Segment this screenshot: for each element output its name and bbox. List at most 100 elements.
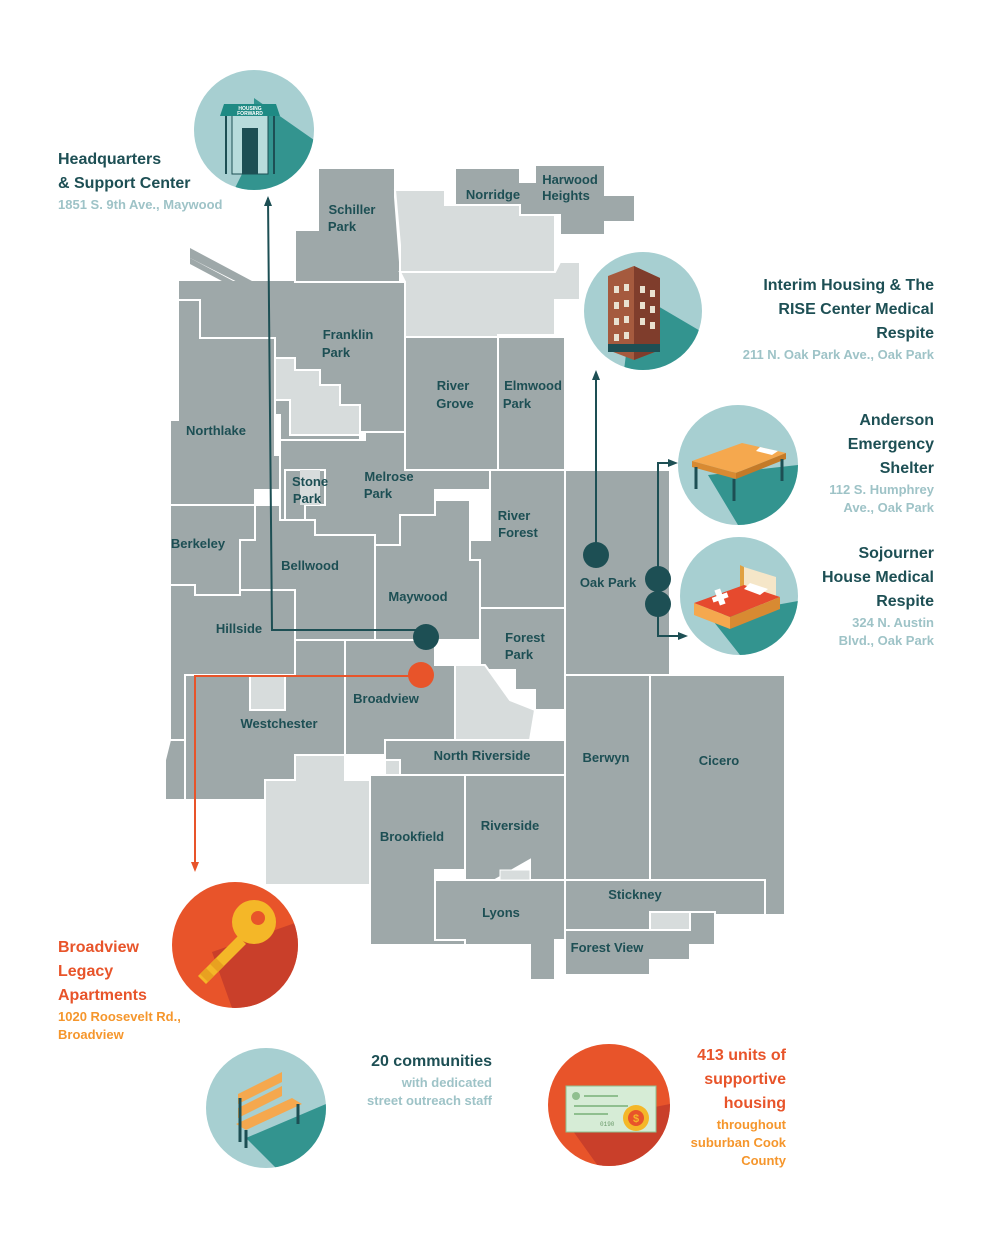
label-forest-view: Forest View xyxy=(571,940,645,955)
label-cicero: Cicero xyxy=(699,753,740,768)
broadview-label: Broadview Legacy Apartments 1020 Rooseve… xyxy=(58,936,258,1044)
arrow-anderson xyxy=(668,459,678,467)
communities-subtitle-line1: with dedicated xyxy=(401,1075,492,1090)
label-forest-park: Forest Park xyxy=(505,630,546,662)
label-river-grove: River Grove xyxy=(436,378,474,411)
sojourner-address-line2: Blvd., Oak Park xyxy=(838,633,934,648)
anderson-address-line2: Ave., Oak Park xyxy=(843,500,934,515)
label-broadview: Broadview xyxy=(353,691,420,706)
communities-title: 20 communities xyxy=(371,1053,492,1070)
label-river-forest: River Forest xyxy=(498,508,539,540)
sojourner-title-line1: Sojourner xyxy=(858,545,934,562)
key-icon xyxy=(172,882,298,1008)
map-region-lyons xyxy=(434,879,566,981)
map-region-rail-spur xyxy=(190,248,265,296)
broadview-address-line1: 1020 Roosevelt Rd., xyxy=(58,1009,181,1024)
units-subtitle-line3: County xyxy=(741,1153,786,1168)
label-schiller-park: Schiller Park xyxy=(328,202,376,234)
marker-anderson[interactable] xyxy=(645,566,671,592)
broadview-title-line1: Broadview xyxy=(58,939,139,956)
connector-broadview xyxy=(194,675,421,866)
units-title-line3: housing xyxy=(723,1095,786,1112)
map-region-berwyn xyxy=(564,674,651,881)
arrow-sojourner xyxy=(678,632,688,640)
label-elmwood-park: Elmwood Park xyxy=(503,378,562,411)
connector-anderson xyxy=(657,462,670,578)
anderson-title-line1: Anderson xyxy=(859,412,934,429)
cot-icon xyxy=(678,405,798,525)
interim-address: 211 N. Oak Park Ave., Oak Park xyxy=(742,347,934,362)
map-region-stickney-light xyxy=(649,911,691,931)
map-region-broadview-light xyxy=(435,664,537,741)
awning-text-line2: FORWARD xyxy=(237,111,263,117)
label-harwood-heights: Harwood Heights xyxy=(542,172,598,203)
broadview-address-line2: Broadview xyxy=(58,1027,124,1042)
sojourner-title-line3: Respite xyxy=(876,593,934,610)
arrow-headquarters xyxy=(264,196,272,206)
apartment-building-icon xyxy=(584,252,702,370)
map-region-hillside-west xyxy=(164,739,186,801)
bench-icon xyxy=(206,1048,326,1168)
broadview-title-line3: Apartments xyxy=(58,987,147,1004)
marker-broadview[interactable] xyxy=(408,662,434,688)
interim-title-line1: Interim Housing & The xyxy=(763,277,934,294)
communities-subtitle-line2: street outreach staff xyxy=(367,1093,492,1108)
marker-interim[interactable] xyxy=(583,542,609,568)
label-riverside: Riverside xyxy=(481,818,540,833)
units-title-line2: supportive xyxy=(704,1071,786,1088)
units-subtitle-line2: suburban Cook xyxy=(690,1135,786,1150)
anderson-title-line3: Shelter xyxy=(879,460,934,477)
label-northlake: Northlake xyxy=(186,423,246,438)
interim-title-line2: RISE Center Medical xyxy=(778,301,934,318)
svg-text:$: $ xyxy=(633,1113,639,1125)
label-stone-park: Stone Park xyxy=(292,474,328,506)
interim-title-line3: Respite xyxy=(876,325,934,342)
connector-headquarters xyxy=(267,197,426,631)
arrow-broadview xyxy=(191,862,199,872)
marker-sojourner[interactable] xyxy=(645,591,671,617)
map-region-forest-park xyxy=(479,607,566,711)
broadview-title-line2: Legacy xyxy=(58,963,114,980)
label-maywood: Maywood xyxy=(388,589,447,604)
label-berkeley: Berkeley xyxy=(171,536,226,551)
headquarters-label: Headquarters & Support Center 1851 S. 9t… xyxy=(58,148,278,214)
units-subtitle-line1: throughout xyxy=(716,1117,786,1132)
label-westchester: Westchester xyxy=(240,716,317,731)
label-north-riverside: North Riverside xyxy=(434,748,531,763)
label-stickney: Stickney xyxy=(608,887,662,902)
headquarters-address: 1851 S. 9th Ave., Maywood xyxy=(58,197,223,212)
interim-label: Interim Housing & The RISE Center Medica… xyxy=(690,274,934,364)
check-money-icon: 0190 $ xyxy=(548,1044,670,1166)
headquarters-title-line1: Headquarters xyxy=(58,151,162,168)
map-region-norridge-south xyxy=(398,261,581,338)
marker-headquarters[interactable] xyxy=(413,624,439,650)
anderson-address-line1: 112 S. Humphrey xyxy=(829,482,934,497)
awning-text-line1: HOUSING xyxy=(238,106,261,112)
communities-stat: 20 communities with dedicated street out… xyxy=(320,1050,492,1110)
sojourner-address-line1: 324 N. Austin xyxy=(852,615,934,630)
anderson-label: Anderson Emergency Shelter 112 S. Humphr… xyxy=(780,409,934,517)
map-region-harwood-heights xyxy=(454,164,636,236)
label-oak-park: Oak Park xyxy=(580,575,637,590)
units-stat: 413 units of supportive housing througho… xyxy=(640,1044,786,1170)
label-lyons: Lyons xyxy=(482,905,520,920)
map-region-northlake-light xyxy=(300,470,320,505)
label-franklin-park: Franklin Park xyxy=(322,327,373,360)
units-title-line1: 413 units of xyxy=(697,1047,786,1064)
building-awning-icon: HOUSING FORWARD xyxy=(194,70,314,190)
map-region-rail-spur-2 xyxy=(190,258,250,296)
label-norridge: Norridge xyxy=(466,187,520,202)
arrow-interim xyxy=(592,370,600,380)
label-melrose-park: Melrose Park xyxy=(364,469,414,501)
headquarters-title-line2: & Support Center xyxy=(58,175,191,192)
map-region-westchester-light xyxy=(249,674,286,711)
check-number: 0190 xyxy=(600,1121,615,1128)
label-brookfield: Brookfield xyxy=(380,829,444,844)
sojourner-label: Sojourner House Medical Respite 324 N. A… xyxy=(780,542,934,650)
sojourner-title-line2: House Medical xyxy=(821,569,934,586)
label-hillside: Hillside xyxy=(216,621,262,636)
anderson-title-line2: Emergency xyxy=(847,436,934,453)
label-bellwood: Bellwood xyxy=(281,558,339,573)
label-berwyn: Berwyn xyxy=(583,750,630,765)
